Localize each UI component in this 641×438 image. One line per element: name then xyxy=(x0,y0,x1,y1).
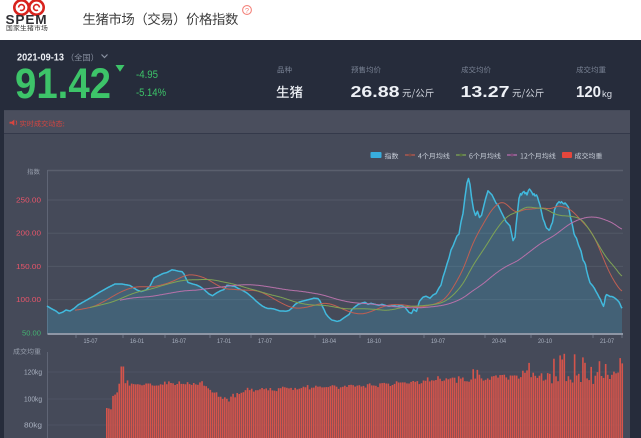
svg-text:100.00: 100.00 xyxy=(16,297,41,304)
svg-text:100kg: 100kg xyxy=(24,397,42,404)
svg-text:18-04: 18-04 xyxy=(322,338,336,345)
svg-text:150.00: 150.00 xyxy=(16,264,41,271)
svg-text:16-07: 16-07 xyxy=(172,338,186,345)
svg-text:91.42: 91.42 xyxy=(15,60,111,108)
svg-text:20-10: 20-10 xyxy=(538,338,552,345)
svg-text:16-01: 16-01 xyxy=(130,338,144,345)
svg-text:80kg: 80kg xyxy=(24,423,42,430)
svg-text:kg: kg xyxy=(602,89,612,100)
svg-text:18-10: 18-10 xyxy=(367,338,381,345)
svg-text:?: ? xyxy=(245,6,249,15)
svg-text:-5.14%: -5.14% xyxy=(136,87,166,99)
svg-text:250.00: 250.00 xyxy=(16,198,41,205)
svg-text:50.00: 50.00 xyxy=(22,331,41,338)
svg-text:120: 120 xyxy=(576,84,601,101)
svg-text:-4.95: -4.95 xyxy=(136,69,158,81)
svg-text:200.00: 200.00 xyxy=(16,231,41,238)
svg-text:2021-09-13: 2021-09-13 xyxy=(17,52,64,64)
svg-text:21-07: 21-07 xyxy=(600,338,614,345)
svg-text:17-01: 17-01 xyxy=(217,338,231,345)
svg-text:15-07: 15-07 xyxy=(84,338,98,345)
svg-text:SPEM: SPEM xyxy=(6,13,48,27)
svg-text:17-07: 17-07 xyxy=(258,338,272,345)
svg-text:26.88: 26.88 xyxy=(351,84,400,101)
svg-text:19-07: 19-07 xyxy=(431,338,445,345)
svg-text:13.27: 13.27 xyxy=(461,84,510,101)
svg-text:120kg: 120kg xyxy=(24,370,42,377)
svg-text:20-04: 20-04 xyxy=(492,338,506,345)
